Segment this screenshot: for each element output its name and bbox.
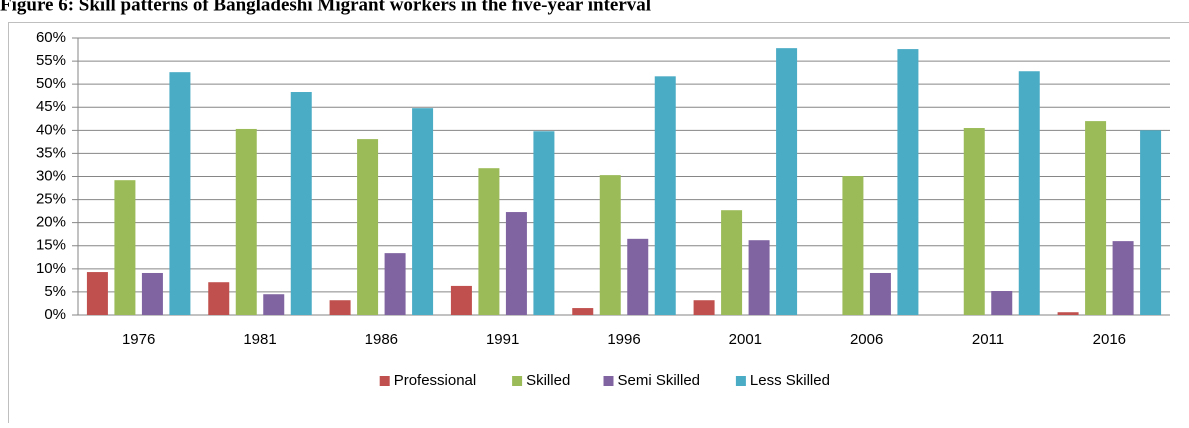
legend-swatch bbox=[512, 376, 523, 386]
bar bbox=[572, 308, 594, 315]
legend-label: Semi Skilled bbox=[618, 372, 701, 389]
y-tick-label: 25% bbox=[36, 191, 66, 208]
bar bbox=[263, 294, 285, 315]
y-tick-label: 30% bbox=[36, 167, 66, 184]
legend-label: Less Skilled bbox=[750, 372, 830, 389]
y-tick-label: 50% bbox=[36, 75, 66, 92]
bar bbox=[842, 176, 864, 315]
y-tick-label: 20% bbox=[36, 214, 66, 231]
bar bbox=[450, 285, 472, 315]
bar bbox=[869, 272, 891, 315]
y-tick-label: 55% bbox=[36, 52, 66, 69]
bar bbox=[1085, 121, 1107, 315]
bar bbox=[776, 48, 798, 315]
x-tick-label: 1981 bbox=[243, 331, 276, 348]
bar bbox=[357, 139, 379, 315]
bar bbox=[141, 272, 163, 315]
x-tick-label: 1991 bbox=[486, 331, 519, 348]
bar bbox=[654, 76, 676, 316]
y-tick-label: 10% bbox=[36, 260, 66, 277]
bar bbox=[478, 168, 500, 315]
bar bbox=[1057, 312, 1079, 315]
bar bbox=[1018, 71, 1040, 316]
y-tick-label: 40% bbox=[36, 121, 66, 138]
bar bbox=[897, 49, 919, 316]
bar bbox=[208, 282, 230, 315]
x-tick-label: 1976 bbox=[122, 331, 155, 348]
bar bbox=[533, 131, 555, 315]
bar bbox=[627, 238, 649, 315]
x-tick-label: 2006 bbox=[850, 331, 883, 348]
x-tick-label: 2001 bbox=[729, 331, 762, 348]
bar bbox=[721, 210, 743, 315]
bar bbox=[235, 128, 257, 315]
bar bbox=[169, 72, 191, 315]
legend-swatch bbox=[735, 376, 746, 386]
x-tick-label: 2011 bbox=[972, 331, 1004, 348]
legend-label: Professional bbox=[394, 372, 477, 389]
legend-swatch bbox=[379, 376, 390, 386]
y-tick-label: 35% bbox=[36, 144, 66, 161]
x-tick-label: 1986 bbox=[365, 331, 398, 348]
bar bbox=[693, 300, 715, 315]
bar bbox=[86, 272, 108, 315]
bar bbox=[290, 92, 312, 315]
bar bbox=[599, 175, 621, 315]
y-tick-label: 45% bbox=[36, 98, 66, 115]
legend-label: Skilled bbox=[526, 372, 570, 389]
bar bbox=[505, 212, 527, 315]
bar bbox=[114, 180, 136, 315]
y-tick-label: 0% bbox=[44, 306, 66, 323]
bar bbox=[384, 253, 406, 315]
bar bbox=[991, 290, 1013, 315]
y-tick-label: 15% bbox=[36, 237, 66, 254]
x-tick-label: 1996 bbox=[607, 331, 640, 348]
bar bbox=[329, 300, 351, 315]
bar bbox=[963, 128, 985, 315]
legend-swatch bbox=[603, 376, 614, 386]
y-tick-label: 5% bbox=[44, 283, 66, 300]
x-tick-label: 2016 bbox=[1093, 331, 1126, 348]
chart-title: Figure 6: Skill patterns of Bangladeshi … bbox=[0, 0, 651, 15]
bar bbox=[412, 108, 434, 315]
bar bbox=[1112, 241, 1134, 315]
bar bbox=[1140, 130, 1162, 315]
y-tick-label: 60% bbox=[36, 29, 66, 46]
bar bbox=[748, 240, 770, 315]
